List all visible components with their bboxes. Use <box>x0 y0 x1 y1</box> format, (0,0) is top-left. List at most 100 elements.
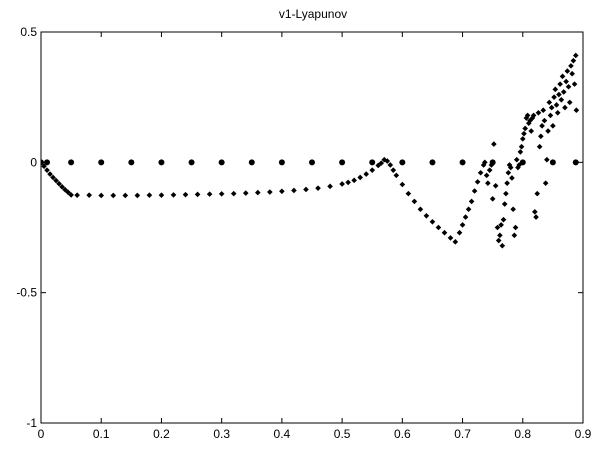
data-point <box>53 177 59 184</box>
data-point <box>327 183 333 190</box>
axes-box <box>40 31 584 424</box>
data-point <box>516 162 522 168</box>
data-point <box>482 159 488 166</box>
data-point <box>489 196 496 202</box>
data-point <box>501 201 508 207</box>
data-point <box>568 63 574 69</box>
plot-area <box>41 52 580 249</box>
data-point <box>542 180 549 186</box>
data-point <box>128 159 135 166</box>
data-point <box>571 81 578 87</box>
data-point <box>393 172 400 179</box>
data-point <box>456 229 463 236</box>
data-point <box>303 186 309 193</box>
data-point <box>509 175 515 181</box>
data-point <box>452 239 459 245</box>
data-point <box>560 89 567 95</box>
data-point <box>309 159 315 166</box>
data-point <box>550 123 556 129</box>
data-point <box>534 190 541 197</box>
data-point <box>182 191 189 198</box>
data-point <box>134 192 141 199</box>
data-point <box>572 159 579 166</box>
data-point <box>206 191 213 197</box>
data-point <box>539 123 545 129</box>
data-point <box>146 192 153 198</box>
data-point <box>477 169 484 176</box>
data-point <box>554 110 561 116</box>
data-point <box>158 159 165 166</box>
data-point <box>544 156 550 163</box>
data-point <box>74 192 80 198</box>
data-point <box>345 179 351 186</box>
data-point <box>378 160 385 166</box>
data-point <box>529 115 536 121</box>
data-point <box>390 167 397 173</box>
data-point <box>491 141 497 147</box>
data-point <box>462 214 469 220</box>
data-point <box>465 206 472 213</box>
data-point <box>387 162 394 168</box>
data-point <box>59 184 65 190</box>
data-point <box>50 174 56 181</box>
data-point <box>62 186 68 193</box>
x-tick-label: 0.3 <box>213 427 230 441</box>
data-point <box>188 159 195 166</box>
data-point <box>429 218 436 225</box>
data-point <box>86 192 92 198</box>
data-point <box>511 232 518 239</box>
data-point <box>447 235 454 241</box>
data-point <box>528 128 535 134</box>
data-point <box>523 115 530 121</box>
data-point <box>552 86 559 93</box>
x-tick-label: 0.9 <box>575 427 592 441</box>
data-point <box>485 180 491 186</box>
data-point <box>339 159 346 166</box>
y-tick-label: -1 <box>26 416 37 430</box>
data-point <box>569 70 575 77</box>
data-point <box>546 99 553 106</box>
data-point <box>522 125 528 132</box>
data-point <box>563 78 569 85</box>
data-point <box>494 224 501 231</box>
data-point <box>573 107 580 113</box>
data-point <box>384 158 391 164</box>
data-point <box>505 169 512 176</box>
data-point <box>495 237 502 244</box>
data-point <box>369 167 376 173</box>
data-point <box>68 159 75 166</box>
x-tick-label: 0.7 <box>454 427 471 441</box>
data-point <box>486 167 493 173</box>
data-point <box>565 83 572 90</box>
data-point <box>557 81 563 87</box>
data-point <box>471 188 478 194</box>
data-point <box>533 214 539 220</box>
data-point <box>230 190 237 197</box>
data-point <box>492 182 499 189</box>
data-point <box>248 159 255 166</box>
data-point <box>158 192 165 198</box>
y-tick-label: -0.5 <box>16 286 37 300</box>
data-point <box>558 96 565 103</box>
data-point <box>497 232 503 239</box>
x-tick-label: 0.5 <box>334 427 351 441</box>
data-point <box>399 181 406 188</box>
data-point <box>519 159 526 166</box>
data-point <box>459 222 466 228</box>
data-point <box>499 242 506 249</box>
data-point <box>429 159 436 166</box>
x-tick-label: 0.4 <box>274 427 291 441</box>
data-point <box>218 191 225 197</box>
data-point <box>483 172 490 179</box>
data-point <box>538 133 544 140</box>
data-point <box>381 156 388 163</box>
data-point <box>524 112 531 119</box>
data-point <box>218 159 225 166</box>
data-point <box>68 192 74 198</box>
data-point <box>556 91 562 98</box>
y-tick-label: 0.5 <box>20 25 37 39</box>
data-point <box>399 159 406 166</box>
data-point <box>255 189 261 196</box>
data-point <box>513 156 520 163</box>
